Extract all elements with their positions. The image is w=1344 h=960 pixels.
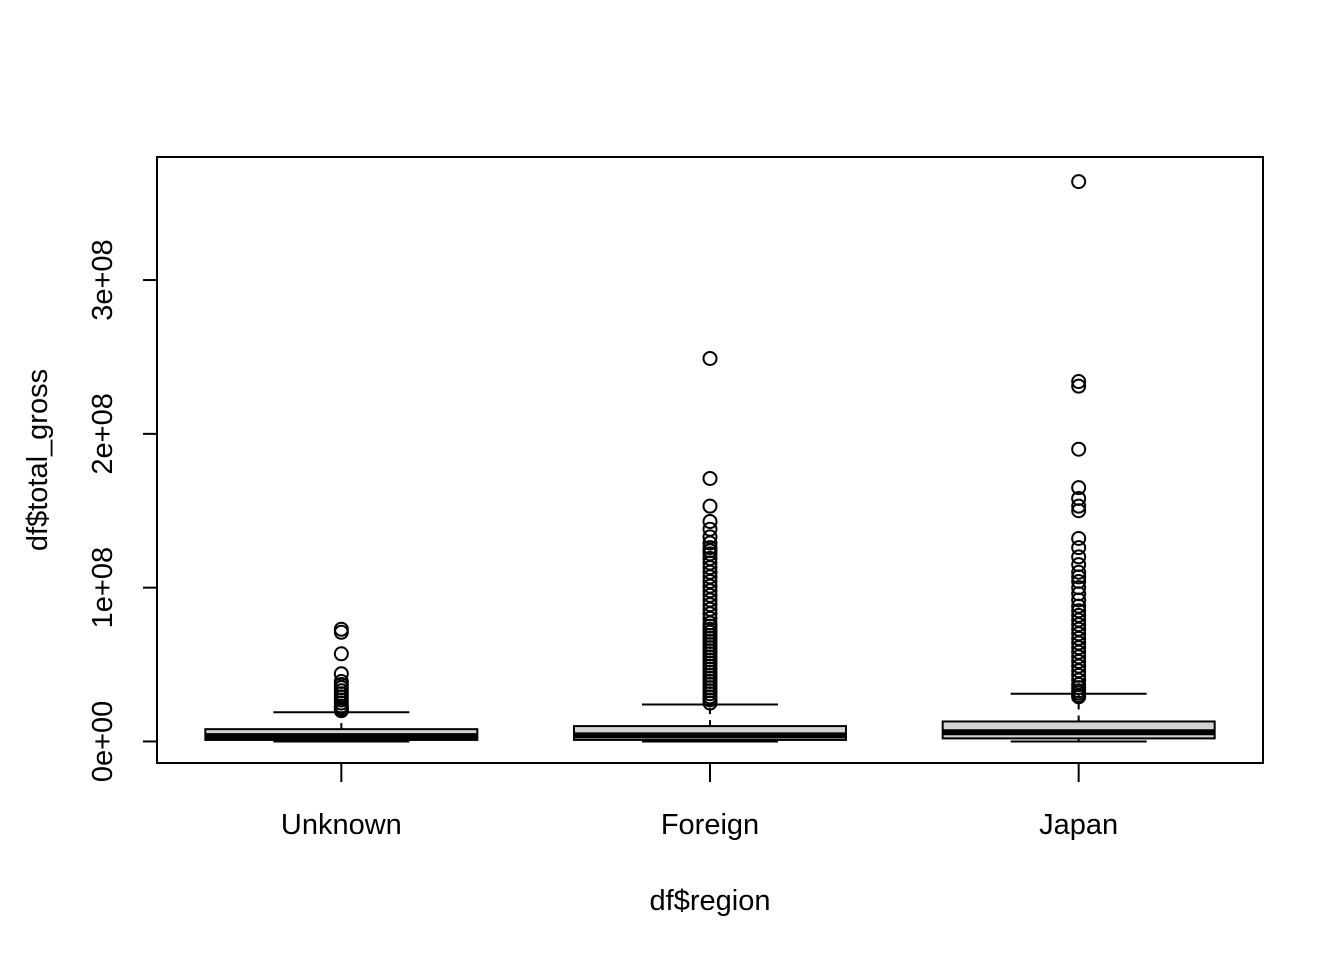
- outlier-point: [702, 350, 718, 366]
- outlier-point: [702, 521, 718, 537]
- outlier-point: [1071, 441, 1087, 457]
- x-tick-label: Unknown: [281, 809, 402, 841]
- boxes: [204, 174, 1216, 743]
- outlier-point: [702, 540, 718, 556]
- outlier-point: [702, 514, 718, 530]
- outlier-point: [1071, 378, 1087, 394]
- y-tick-label: 3e+08: [87, 239, 119, 320]
- x-tick-label: Japan: [1039, 809, 1118, 841]
- outlier-point: [333, 624, 349, 640]
- outlier-point: [1071, 549, 1087, 565]
- outlier-point: [333, 646, 349, 662]
- outlier-point: [1071, 564, 1087, 580]
- outlier-point: [1071, 490, 1087, 506]
- outlier-point: [333, 621, 349, 637]
- outlier-point: [1071, 607, 1087, 623]
- outlier-point: [702, 550, 718, 566]
- x-axis: Unknown Foreign Japan: [281, 762, 1118, 841]
- box-japan: [941, 174, 1216, 743]
- outlier-point: [1071, 603, 1087, 619]
- y-tick-label: 1e+08: [87, 547, 119, 628]
- box-foreign: [573, 350, 847, 743]
- outlier-point: [702, 470, 718, 486]
- outlier-point: [1071, 557, 1087, 573]
- y-tick-label: 0e+00: [87, 701, 119, 782]
- outlier-point: [333, 673, 349, 689]
- outlier-point: [1071, 174, 1087, 190]
- outlier-point: [702, 529, 718, 545]
- outlier-point: [1071, 480, 1087, 496]
- y-tick-label: 2e+08: [87, 393, 119, 474]
- y-axis: 0e+00 1e+08 2e+08 3e+08: [87, 239, 158, 782]
- outlier-point: [702, 498, 718, 514]
- outlier-point: [1071, 540, 1087, 556]
- outlier-point: [1071, 574, 1087, 590]
- y-axis-title: df$total_gross: [22, 369, 54, 551]
- outlier-point: [1071, 580, 1087, 596]
- outlier-point: [1071, 530, 1087, 546]
- x-axis-title: df$region: [650, 885, 771, 917]
- outlier-point: [1071, 498, 1087, 514]
- outlier-point: [1071, 374, 1087, 390]
- box-unknown: [204, 621, 479, 743]
- x-tick-label: Foreign: [661, 809, 759, 841]
- outlier-point: [333, 666, 349, 682]
